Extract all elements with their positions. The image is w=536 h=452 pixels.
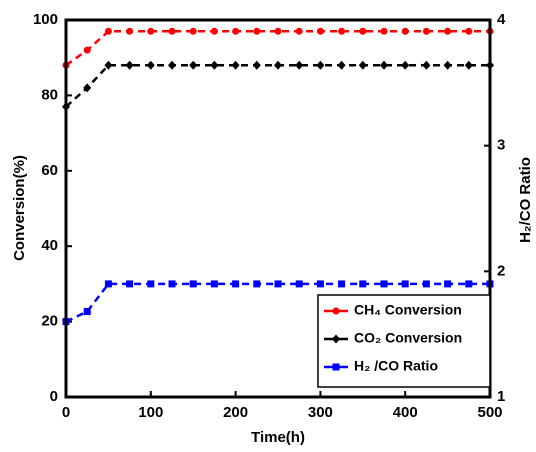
- point: [358, 60, 367, 70]
- y2-tick-label: 3: [497, 137, 505, 154]
- point: [295, 27, 303, 35]
- point: [274, 280, 282, 288]
- point: [189, 60, 198, 70]
- series-line: [65, 63, 490, 108]
- point: [316, 27, 324, 35]
- point: [232, 280, 240, 288]
- point: [232, 27, 240, 35]
- plot-frame: [64, 18, 492, 399]
- x-tick-label: 400: [393, 404, 418, 421]
- point: [338, 280, 346, 288]
- point: [125, 60, 134, 70]
- point: [316, 60, 325, 70]
- y2-tick-label: 1: [497, 388, 505, 405]
- point: [380, 280, 388, 288]
- point: [422, 27, 430, 35]
- y-tick-label: 20: [41, 313, 58, 330]
- legend-label: CO₂ Conversion: [354, 330, 462, 346]
- point: [126, 280, 134, 288]
- point: [83, 83, 92, 93]
- point: [168, 27, 176, 35]
- y-tick-label: 0: [50, 388, 58, 405]
- point: [444, 27, 452, 35]
- point: [401, 27, 409, 35]
- point: [337, 60, 346, 70]
- x-tick-label: 100: [138, 404, 163, 421]
- y-tick-label: 60: [41, 162, 58, 179]
- x-tick-label: 0: [62, 404, 70, 421]
- y2-tick-label: 2: [497, 262, 505, 279]
- point: [274, 60, 282, 70]
- point: [338, 27, 346, 35]
- point: [189, 27, 197, 35]
- point: [465, 27, 473, 35]
- point: [168, 60, 176, 70]
- point: [104, 27, 112, 35]
- point: [444, 280, 452, 288]
- point: [359, 27, 367, 35]
- y-tick-label: 40: [41, 237, 58, 254]
- point: [147, 280, 155, 288]
- point: [359, 280, 367, 288]
- point: [168, 280, 176, 288]
- point: [401, 60, 410, 70]
- point: [274, 27, 282, 35]
- point: [146, 60, 155, 70]
- legend-marker: [332, 307, 340, 315]
- point: [210, 280, 218, 288]
- legend-marker: [332, 334, 340, 344]
- series-line: [65, 30, 490, 67]
- legend-label: CH₄ Conversion: [354, 302, 462, 318]
- point: [231, 60, 240, 70]
- point: [147, 27, 155, 35]
- y-tick-label: 100: [33, 11, 58, 28]
- x-tick-label: 200: [223, 404, 248, 421]
- legend-marker: [332, 363, 340, 371]
- y2-axis-label: H₂/CO Ratio: [517, 157, 534, 243]
- legend-label: H₂ /CO Ratio: [354, 358, 438, 374]
- point: [189, 280, 197, 288]
- point: [253, 27, 261, 35]
- y-axis-label: Conversion(%): [11, 155, 28, 261]
- point: [316, 280, 324, 288]
- point: [380, 27, 388, 35]
- point: [252, 60, 261, 70]
- point: [104, 280, 112, 288]
- point: [83, 46, 91, 54]
- point: [422, 280, 430, 288]
- point: [464, 60, 473, 70]
- point: [443, 60, 452, 70]
- x-tick-label: 300: [308, 404, 333, 421]
- point: [465, 280, 473, 288]
- point: [401, 280, 409, 288]
- x-tick-label: 500: [477, 404, 502, 421]
- point: [253, 280, 261, 288]
- point: [210, 60, 219, 70]
- point: [126, 27, 134, 35]
- x-axis-label: Time(h): [251, 429, 305, 446]
- point: [295, 280, 303, 288]
- point: [295, 60, 304, 70]
- point: [380, 60, 388, 70]
- y2-tick-label: 4: [497, 11, 506, 28]
- y-tick-label: 80: [41, 86, 58, 103]
- point: [422, 60, 431, 70]
- point: [83, 308, 91, 316]
- point: [104, 60, 113, 70]
- point: [210, 27, 218, 35]
- series-line: [65, 282, 490, 323]
